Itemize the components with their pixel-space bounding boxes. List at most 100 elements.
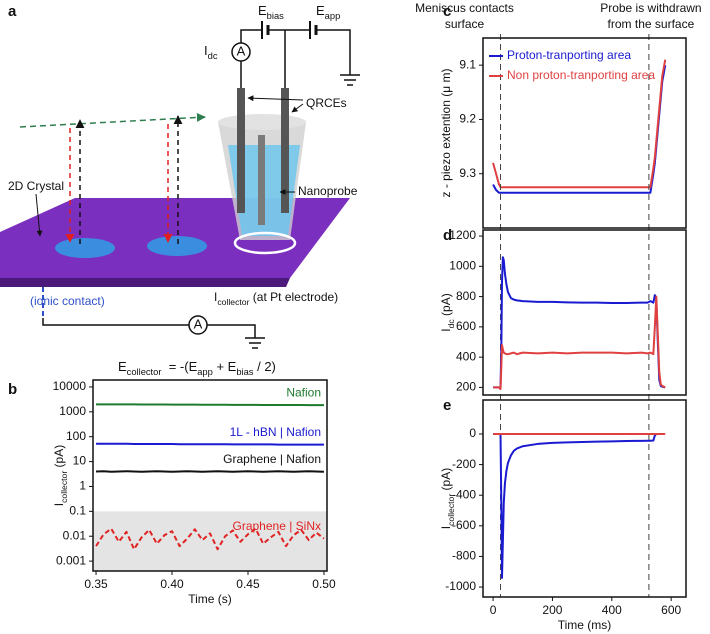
y-tick-label: 1200 [449,228,476,242]
y-tick-label: 10000 [53,379,87,393]
plot-e [493,432,666,579]
y-tick-label: -600 [452,518,476,532]
plot-b [93,403,327,571]
plot-frame [482,37,687,229]
series-line [96,470,324,473]
text-part: (pA) [439,468,453,494]
text-part: E [258,3,267,18]
idc-label: Idc [204,43,218,61]
subscript: app [197,367,213,377]
electrode-rod [237,88,245,213]
series-line [493,256,666,390]
pointer [247,95,304,102]
x-tick-label: 0.45 [236,577,260,591]
wire [42,318,265,349]
text-part: I [204,43,208,58]
text-part: I [439,526,453,529]
y-tick-label: 1 [79,479,86,493]
text-part: / 2) [253,359,275,374]
ammeter [188,315,208,335]
crystal-label: 2D Crystal [8,179,64,193]
y-tick-label: -1000 [445,579,476,593]
subscript: collector [59,471,69,503]
annotation: surface [445,17,485,31]
y-tick-label: -800 [452,549,476,563]
x-tick-label: 0.40 [160,577,184,591]
ground [340,74,360,86]
y-axis-label: z - piezo extention (μ m) [439,69,453,198]
y-axis-label: Icollector (pA) [439,468,456,529]
series-line [493,295,666,390]
schematic: a A A Idc Ebias [0,3,360,377]
spot [55,238,115,258]
y-tick-label: 1000 [449,259,476,273]
text-part: I [214,290,217,304]
y-tick-label: -400 [452,487,476,501]
annotation: Meniscus contacts [415,1,514,15]
legend-label: Proton-tranporting area [507,48,631,62]
x-tick-label: 600 [661,603,681,617]
y-tick-label: 9.2 [459,112,476,126]
formula: Ecollector = -(Eapp + Ebias / 2) [118,359,276,377]
text-part: (pA) [52,445,66,471]
qrces-label: QRCEs [306,96,347,110]
plot-c [492,59,667,194]
panel-label: e [443,397,451,414]
y-tick-label: -200 [452,457,476,471]
panel-label: c [443,3,451,20]
series-label: Graphene | Nafion [223,452,321,466]
septum [258,135,265,225]
y-axis-label: Idc (pA) [439,293,456,331]
battery-plate [261,21,311,39]
y-tick-label: 600 [456,319,476,333]
ebias-label: Ebias [258,3,284,21]
ammeter-label: A [194,316,203,331]
text-part: (pA) [439,293,453,319]
pointer [291,103,304,113]
y-tick-label: 10 [73,454,87,468]
x-axis-label: Time (s) [188,592,232,606]
shaded-region [93,511,327,571]
annotation: Probe is withdrawn [600,1,701,15]
ionic-label: (ionic contact) [30,294,105,308]
text-part: = -( [161,359,189,374]
text-part: E [316,3,325,18]
subscript: collector [127,367,162,377]
probe-top [218,114,306,130]
subscript: dc [208,51,218,61]
y-tick-label: 200 [456,380,476,394]
y-tick-label: 0.001 [56,553,86,567]
series-label: Graphene | SiNx [233,519,322,533]
subscript: collector [446,494,456,526]
pointer [35,193,43,237]
x-axis-label: Time (ms) [558,618,612,632]
subscript: app [325,11,341,21]
plot-d [493,256,666,390]
y-tick-label: 0.01 [63,528,87,542]
y-tick-label: 100 [66,429,86,443]
crystal-edge [0,278,290,287]
plot-frame [92,379,328,572]
text-part: I [439,328,453,331]
circuit [42,21,360,349]
subscript: bias [236,367,253,377]
y-tick-label: 0.1 [69,504,86,518]
y-tick-label: 400 [456,349,476,363]
battery-plate [266,25,318,35]
series-label: 1L - hBN | Nafion [230,425,321,439]
nanoprobe-label: Nanoprobe [298,184,358,198]
panel-label: d [443,227,452,244]
x-tick-label: 0.50 [312,577,336,591]
ammeter-label: A [237,43,246,58]
y-tick-label: 1000 [59,404,86,418]
plot-frame [482,399,687,598]
legend-label: Non proton-tranporting area [507,68,655,82]
text-part: + [213,359,228,374]
series-line [492,59,667,189]
series-line [492,64,667,194]
panel-label: a [8,3,17,20]
text-part: E [118,359,127,374]
x-tick-label: 400 [602,603,622,617]
series-line [96,403,324,407]
text-part: I [52,503,66,506]
